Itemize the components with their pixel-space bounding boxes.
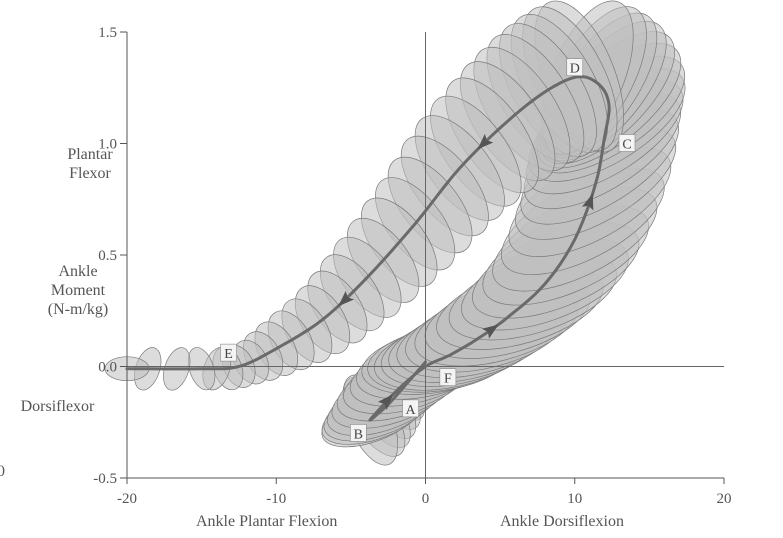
y-tick-label: 1.0 (98, 137, 117, 153)
mean-curve (125, 75, 611, 422)
y-tick-label: 1.5 (98, 25, 117, 41)
y-tick-label: -0.5 (93, 471, 117, 487)
ylabel-middle-line: Ankle (58, 263, 98, 280)
point-label: E (224, 347, 233, 362)
axes (120, 31, 725, 484)
direction-arrow (377, 394, 394, 411)
point-label: C (622, 138, 631, 153)
point-label-box (439, 368, 457, 386)
direction-arrows (338, 133, 594, 411)
point-label-box (566, 58, 584, 76)
mean-curve-line (125, 75, 611, 422)
ylabel-bottom: Dorsiflexor (5, 397, 110, 416)
x-tick-label: -10 (266, 491, 286, 507)
point-label: D (570, 62, 580, 77)
y-tick-label: 0.0 (98, 360, 117, 376)
point-label-box (350, 424, 367, 442)
y-tick-label: 0.5 (98, 248, 117, 264)
direction-arrow (482, 324, 499, 339)
tick-labels: -0.5 0.0 0.5 1.0 1.5 -20 -10 0 10 20 (93, 25, 731, 507)
xlabel-left: Ankle Plantar Flexion (196, 513, 338, 530)
point-label: B (354, 427, 363, 442)
direction-arrow (477, 133, 494, 150)
ylabel-top: Plantar Flexor (40, 145, 140, 183)
x-tick-label: 20 (717, 491, 732, 507)
point-label-box (402, 399, 419, 418)
point-labels: A B C D E F (220, 58, 636, 442)
x-tick-label: 10 (567, 491, 582, 507)
point-label: A (406, 403, 417, 418)
x-tick-label: 0 (422, 491, 430, 507)
ylabel-top-line: Plantar (67, 146, 113, 163)
left-edge-stray: 0 (0, 463, 5, 480)
ylabel-middle-line: (N-m/kg) (47, 301, 109, 318)
point-label: F (444, 372, 452, 387)
direction-arrow (338, 290, 355, 307)
ylabel-top-line: Flexor (69, 165, 111, 182)
ylabel-middle-line: Moment (50, 282, 106, 299)
point-label-box (618, 134, 636, 152)
point-label-box (220, 343, 237, 362)
direction-arrow (581, 193, 594, 211)
ylabel-bottom-line: Dorsiflexor (20, 398, 95, 415)
xlabel-right: Ankle Dorsiflexion (500, 513, 624, 530)
x-tick-label: -20 (117, 491, 137, 507)
ylabel-middle: Ankle Moment (N-m/kg) (28, 262, 128, 319)
